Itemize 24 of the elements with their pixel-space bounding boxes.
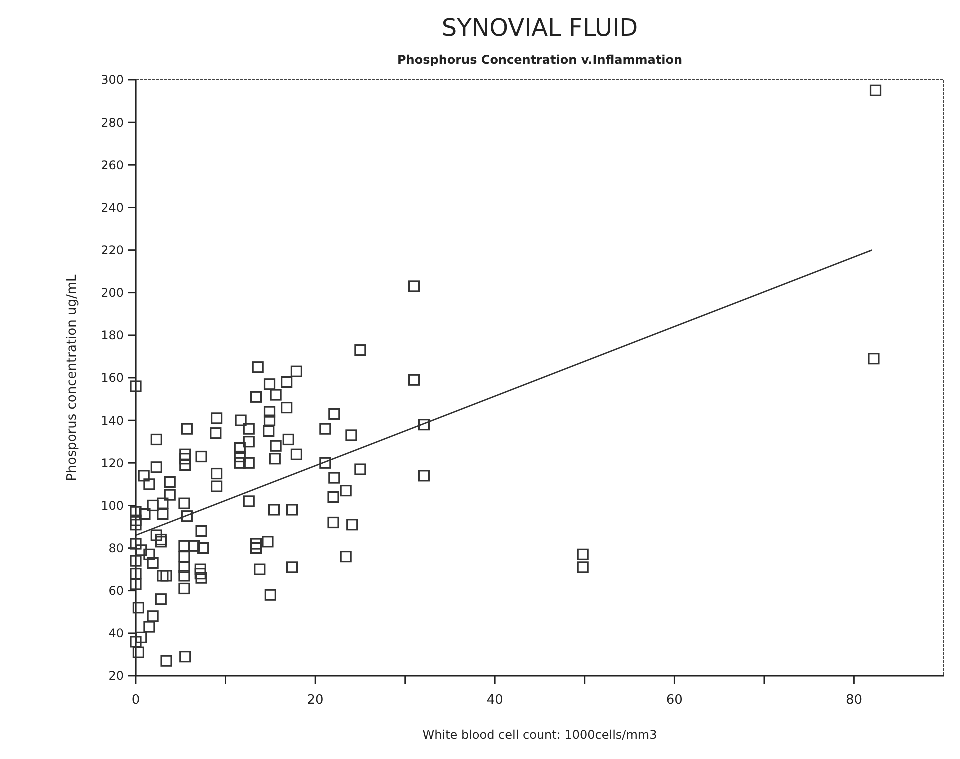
chart-title: SYNOVIAL FLUID: [442, 14, 638, 42]
y-tick-label: 80: [108, 541, 124, 556]
x-tick-label: 60: [666, 693, 683, 708]
y-tick-label: 260: [101, 158, 124, 172]
y-tick-label: 60: [108, 584, 124, 598]
x-tick-label: 20: [307, 693, 324, 708]
y-tick-label: 140: [101, 414, 124, 428]
y-tick-label: 120: [101, 456, 124, 470]
y-axis-title: Phosporus concentration ug/mL: [65, 274, 80, 482]
y-tick-label: 40: [108, 626, 124, 641]
y-tick-label: 240: [101, 200, 124, 215]
chart-subtitle: Phosphorus Concentration v.Inflammation: [398, 53, 682, 67]
y-tick-label: 280: [101, 116, 124, 130]
x-axis-title: White blood cell count: 1000cells/mm3: [422, 728, 658, 742]
y-tick-label: 200: [101, 286, 124, 300]
y-tick-label: 180: [101, 328, 124, 343]
y-tick-label: 160: [101, 371, 124, 386]
y-tick-label: 300: [101, 73, 124, 88]
y-tick-label: 100: [101, 498, 124, 513]
x-tick-label: 80: [846, 693, 862, 708]
x-tick-label: 40: [486, 693, 504, 708]
x-tick-label: 0: [132, 693, 140, 708]
y-tick-label: 220: [101, 243, 124, 258]
y-tick-label: 20: [108, 669, 124, 684]
